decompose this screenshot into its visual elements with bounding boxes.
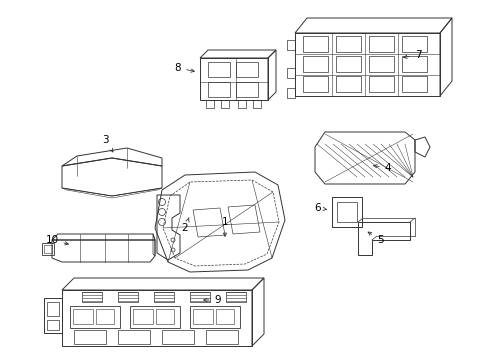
Bar xyxy=(236,82,258,97)
Bar xyxy=(401,36,426,52)
Bar xyxy=(221,100,228,108)
Bar xyxy=(207,62,229,77)
Bar xyxy=(96,309,114,324)
Bar xyxy=(133,309,153,324)
Bar xyxy=(205,330,238,344)
Bar xyxy=(193,309,213,324)
Bar xyxy=(130,306,180,328)
Bar xyxy=(82,292,102,302)
Text: 3: 3 xyxy=(102,135,113,152)
Bar xyxy=(225,292,245,302)
Bar xyxy=(401,76,426,92)
Bar xyxy=(252,100,261,108)
Text: 1: 1 xyxy=(221,217,228,236)
Text: 5: 5 xyxy=(367,232,383,245)
Text: 7: 7 xyxy=(403,50,421,60)
Bar xyxy=(74,330,106,344)
Bar xyxy=(368,56,393,72)
Bar xyxy=(303,56,327,72)
Bar xyxy=(47,320,59,330)
Bar xyxy=(401,56,426,72)
Bar xyxy=(118,330,150,344)
Text: 9: 9 xyxy=(203,295,221,305)
Bar xyxy=(44,245,52,253)
Text: 6: 6 xyxy=(314,203,326,213)
Bar xyxy=(303,76,327,92)
Bar xyxy=(118,292,138,302)
Bar xyxy=(162,330,194,344)
Text: 2: 2 xyxy=(182,218,189,233)
Bar xyxy=(238,100,245,108)
Bar xyxy=(336,202,356,222)
Bar xyxy=(70,306,120,328)
Bar xyxy=(73,309,93,324)
Bar xyxy=(335,56,360,72)
Bar xyxy=(207,82,229,97)
Bar xyxy=(156,309,174,324)
Bar xyxy=(47,302,59,316)
Bar xyxy=(216,309,234,324)
Bar xyxy=(190,306,240,328)
Bar xyxy=(303,36,327,52)
Bar xyxy=(190,292,209,302)
Bar xyxy=(368,36,393,52)
Text: 10: 10 xyxy=(45,235,68,245)
Bar xyxy=(368,76,393,92)
Bar xyxy=(236,62,258,77)
Bar xyxy=(205,100,214,108)
Bar xyxy=(335,36,360,52)
Bar xyxy=(154,292,174,302)
Bar xyxy=(331,197,361,227)
Bar xyxy=(335,76,360,92)
Text: 4: 4 xyxy=(373,163,390,173)
Bar xyxy=(42,243,54,255)
Text: 8: 8 xyxy=(174,63,194,73)
